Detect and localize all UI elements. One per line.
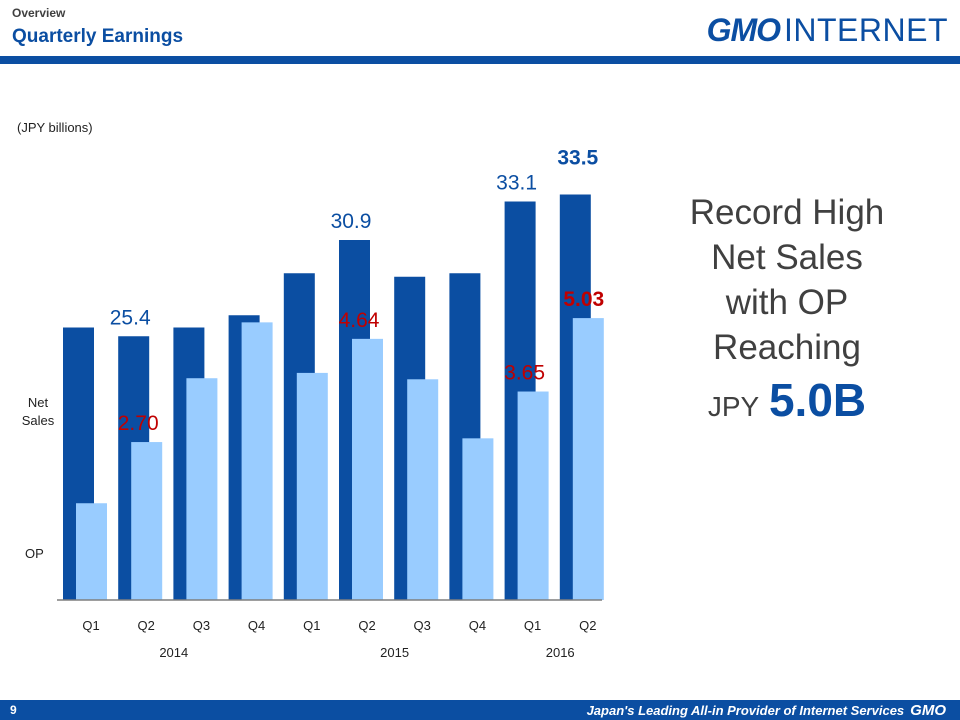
headline-line-2: Net Sales [711, 238, 863, 277]
x-tick-label: Q1 [82, 618, 99, 633]
headline-line-3: with OP [725, 283, 849, 322]
op-data-label: 5.03 [563, 288, 604, 311]
headline-callout: Record High Net Sales with OP Reaching J… [660, 190, 914, 429]
page-number: 9 [10, 703, 17, 717]
x-tick-label: Q2 [358, 618, 375, 633]
op-bar [186, 378, 218, 600]
op-data-label: 4.64 [339, 309, 380, 332]
net-sales-data-label: 33.5 [557, 147, 598, 170]
x-tick-label: Q3 [414, 618, 431, 633]
headline-currency: JPY [707, 391, 760, 422]
net-sales-data-label: 33.1 [496, 172, 537, 195]
tagline-text: Japan's Leading All-in Provider of Inter… [586, 703, 905, 718]
page-title: Quarterly Earnings [12, 26, 184, 47]
op-row-label: OP [25, 546, 44, 561]
op-bar [241, 322, 273, 600]
headline-line-4: Reaching [713, 328, 861, 367]
company-logo: GMO INTERNET [707, 12, 948, 49]
x-tick-label: Q2 [579, 618, 596, 633]
unit-label: (JPY billions) [17, 120, 93, 135]
x-tick-label: Q3 [193, 618, 210, 633]
year-label: 2015 [380, 645, 409, 660]
headline-value: 5.0B [768, 374, 867, 426]
x-tick-label: Q4 [248, 618, 265, 633]
op-bar [407, 379, 439, 600]
earnings-chart: Q1 Q2 25.4 2.70 Q3 Q4 Q1 Q2 30.9 4.64 Q3 Q4 Q1 33.1 3.… [57, 147, 604, 660]
section-label: Overview [12, 6, 66, 20]
header-divider [0, 56, 960, 64]
x-tick-label: Q2 [138, 618, 155, 633]
logo-internet: INTERNET [784, 12, 948, 48]
headline-line-1: Record High [689, 193, 885, 232]
op-data-label: 3.65 [504, 362, 545, 385]
op-bar [462, 438, 494, 600]
year-label: 2016 [546, 645, 575, 660]
op-bar [517, 391, 549, 600]
op-bar [131, 442, 163, 600]
op-bar [296, 372, 328, 600]
x-tick-label: Q4 [469, 618, 486, 633]
op-bar [76, 503, 107, 600]
logo-gmo: GMO [706, 12, 781, 48]
year-label: 2014 [159, 645, 188, 660]
op-bar [572, 318, 604, 600]
headline-amount: JPY 5.0B [660, 377, 914, 429]
op-data-label: 2.70 [118, 412, 159, 435]
x-tick-label: Q1 [303, 618, 320, 633]
net-sales-row-label: Net Sales [21, 395, 55, 428]
net-sales-data-label: 25.4 [110, 306, 151, 329]
footer-bar [0, 700, 960, 720]
op-bar [352, 338, 383, 600]
net-sales-data-label: 30.9 [331, 210, 372, 233]
x-tick-label: Q1 [524, 618, 541, 633]
footer-gmo-logo: GMO [910, 702, 946, 719]
footer-tagline: Japan's Leading All-in Provider of Inter… [587, 702, 946, 719]
